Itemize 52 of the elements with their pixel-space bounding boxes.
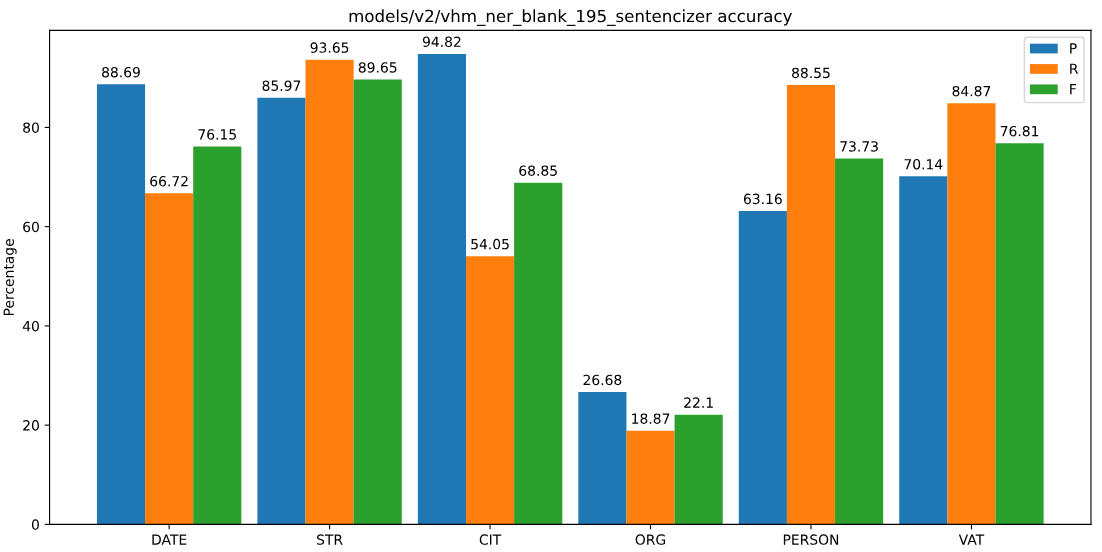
data-label: 22.1 xyxy=(684,397,713,408)
legend-label: P xyxy=(1070,43,1077,54)
data-label: 76.81 xyxy=(1000,125,1039,137)
y-tick-label: 0 xyxy=(31,519,39,530)
x-tick-label: CIT xyxy=(479,534,502,545)
bar xyxy=(835,158,884,525)
bar xyxy=(995,143,1044,525)
data-label: 88.69 xyxy=(102,66,140,78)
bar xyxy=(899,176,948,525)
bar xyxy=(465,256,515,525)
x-tick-label: PERSON xyxy=(783,534,839,545)
bar xyxy=(514,182,563,525)
y-tick-label: 80 xyxy=(23,122,39,133)
data-label: 93.65 xyxy=(310,42,349,53)
bar xyxy=(626,430,675,525)
y-axis-title: Percentage xyxy=(3,239,17,316)
data-label: 84.87 xyxy=(952,85,991,97)
legend-label: F xyxy=(1070,84,1077,95)
data-label: 18.87 xyxy=(632,413,670,424)
bar xyxy=(145,193,194,525)
x-tick-label: VAT xyxy=(958,534,985,545)
bar xyxy=(96,84,146,525)
bar xyxy=(738,210,787,525)
chart-title: models/v2/vhm_ner_blank_195_sentencizer accuracy xyxy=(349,9,792,26)
bar xyxy=(353,79,402,525)
data-label: 76.15 xyxy=(198,129,236,140)
legend-label: R xyxy=(1070,63,1079,74)
x-tick-label: ORG xyxy=(635,534,666,545)
y-tick-label: 60 xyxy=(23,221,39,233)
data-label: 73.73 xyxy=(840,141,878,152)
data-label: 68.85 xyxy=(519,165,557,176)
data-label: 54.05 xyxy=(471,238,509,250)
data-label: 94.82 xyxy=(422,36,461,48)
data-label: 66.72 xyxy=(150,175,188,187)
data-label: 89.65 xyxy=(358,62,397,73)
x-tick-label: DATE xyxy=(152,534,187,545)
x-tick-label: STR xyxy=(317,534,343,545)
bar xyxy=(674,414,723,525)
bar xyxy=(417,53,466,525)
data-label: 26.68 xyxy=(583,374,622,386)
data-label: 70.14 xyxy=(904,158,943,170)
data-label: 85.97 xyxy=(262,80,301,91)
bar xyxy=(193,146,242,525)
bar xyxy=(257,97,306,525)
data-label: 63.16 xyxy=(743,193,782,205)
y-tick-label: 40 xyxy=(22,320,39,332)
bar xyxy=(305,59,354,525)
data-label: 88.55 xyxy=(792,67,830,79)
bar xyxy=(947,103,996,525)
bar xyxy=(786,84,836,525)
bar xyxy=(578,392,627,525)
y-tick-label: 20 xyxy=(23,420,39,431)
